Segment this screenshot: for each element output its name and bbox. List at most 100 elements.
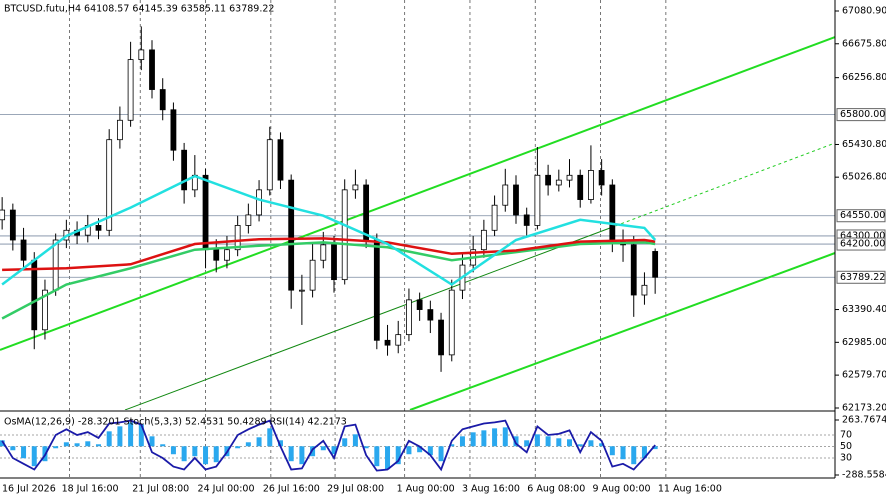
candle-body bbox=[352, 184, 359, 191]
osma-bar bbox=[53, 446, 59, 449]
labels: 16 Jul 2026 18 Jul 16:00 21 Jul 08:00 24 Ju… bbox=[2, 6, 886, 495]
osma-bar bbox=[599, 443, 605, 447]
x-tick-label: 6 Aug 08:00 bbox=[527, 484, 585, 495]
level-tag bbox=[836, 237, 886, 251]
y-tick-label: 70 bbox=[840, 430, 852, 441]
grid bbox=[69, 0, 667, 478]
y-tick-label: 65430.80 bbox=[842, 139, 886, 150]
channel bbox=[0, 36, 835, 410]
moving-average bbox=[2, 237, 656, 272]
osma-bar bbox=[21, 446, 27, 459]
osma-bar bbox=[0, 440, 5, 447]
moving-averages bbox=[1, 174, 657, 320]
candle-body bbox=[202, 174, 209, 251]
osma-bar bbox=[181, 446, 187, 462]
osma-bar bbox=[128, 422, 134, 447]
osma-bar bbox=[534, 434, 540, 447]
candle-body bbox=[320, 244, 327, 261]
x-tick-label: 18 Jul 16:00 bbox=[62, 484, 119, 495]
candle-body bbox=[534, 174, 541, 226]
candle-body bbox=[630, 244, 637, 296]
osma-bar bbox=[235, 446, 241, 449]
candle-body bbox=[609, 184, 616, 241]
x-tick-label: 29 Jul 08:00 bbox=[327, 484, 384, 495]
osma-bar bbox=[267, 428, 273, 447]
level-tag bbox=[836, 270, 886, 284]
osma-bar bbox=[31, 446, 37, 467]
osma-bar bbox=[470, 432, 476, 447]
x-tick-label: 11 Aug 16:00 bbox=[658, 484, 722, 495]
candle-body bbox=[555, 179, 562, 186]
osma-bar bbox=[160, 444, 166, 447]
y-tick-label: 62579.70 bbox=[842, 370, 886, 381]
osma-bar bbox=[609, 446, 615, 456]
osma-bar bbox=[352, 434, 358, 447]
osma-bar bbox=[374, 446, 380, 467]
osma-bar bbox=[245, 442, 251, 447]
osma-bar bbox=[406, 446, 412, 455]
osma-bar bbox=[95, 444, 101, 447]
candle-body bbox=[577, 174, 584, 200]
y-tick-label: 30 bbox=[840, 453, 852, 464]
osma-bar bbox=[438, 446, 444, 462]
candle-body bbox=[502, 184, 509, 206]
indicator-title: OsMA(12,26,9) -28.3201 Stoch(5,3,3) 52.4… bbox=[4, 417, 347, 428]
candle-body bbox=[566, 174, 573, 181]
moving-average bbox=[1, 241, 656, 320]
osma-bar bbox=[256, 437, 262, 447]
candle-body bbox=[9, 209, 16, 241]
osma-bar bbox=[395, 446, 401, 465]
x-tick-label: 9 Aug 00:00 bbox=[593, 484, 651, 495]
candle-body bbox=[416, 299, 423, 310]
candle-body bbox=[523, 214, 530, 226]
candle-body bbox=[363, 184, 370, 241]
osma-bar bbox=[288, 446, 294, 462]
osma-bar bbox=[385, 446, 391, 470]
candle-body bbox=[138, 49, 145, 61]
osma-bar bbox=[149, 436, 155, 447]
osma-bar bbox=[481, 430, 487, 447]
y-tick-label: 62985.00 bbox=[842, 337, 886, 348]
osma-bar bbox=[577, 444, 583, 447]
osma-bar bbox=[620, 446, 626, 460]
osma-bar bbox=[138, 424, 144, 447]
osma-bar bbox=[588, 440, 594, 447]
osma-bar bbox=[363, 446, 369, 449]
candle-body bbox=[149, 49, 155, 90]
level-label: 63789.22 bbox=[840, 272, 885, 283]
axes bbox=[0, 0, 839, 479]
osma-bar bbox=[10, 446, 16, 451]
osma-bar bbox=[492, 428, 498, 447]
y-tick-label: 65026.80 bbox=[842, 172, 886, 183]
osma-bar bbox=[85, 441, 91, 447]
channel-middle bbox=[124, 227, 611, 410]
candle-body bbox=[234, 225, 241, 251]
osma-bar bbox=[417, 446, 423, 453]
candle-body bbox=[170, 109, 177, 151]
candle-body bbox=[213, 249, 220, 261]
osma-bar bbox=[502, 427, 508, 447]
osma-bar bbox=[459, 436, 465, 447]
osma-bar bbox=[556, 438, 562, 447]
y-tick-label: 263.7674 bbox=[842, 415, 886, 426]
candle-body bbox=[448, 289, 455, 356]
candle-body bbox=[181, 149, 188, 191]
channel-lower bbox=[409, 252, 835, 410]
osma-bar bbox=[331, 446, 337, 455]
x-tick-label: 21 Jul 08:00 bbox=[132, 484, 189, 495]
candle-body bbox=[42, 289, 48, 331]
candle-body bbox=[373, 239, 380, 341]
y-tick-label: 67080.90 bbox=[842, 6, 886, 17]
channel-upper bbox=[0, 36, 835, 351]
y-tick-label: 62173.20 bbox=[842, 403, 886, 414]
candle-body bbox=[406, 299, 412, 336]
osma-bar bbox=[449, 444, 455, 447]
y-tick-label: 50 bbox=[840, 441, 852, 452]
y-tick-label: 66675.80 bbox=[842, 38, 886, 49]
osma-bar bbox=[213, 446, 219, 463]
osma-bar bbox=[427, 446, 433, 456]
x-tick-label: 1 Aug 00:00 bbox=[397, 484, 455, 495]
candle-body bbox=[395, 334, 402, 346]
